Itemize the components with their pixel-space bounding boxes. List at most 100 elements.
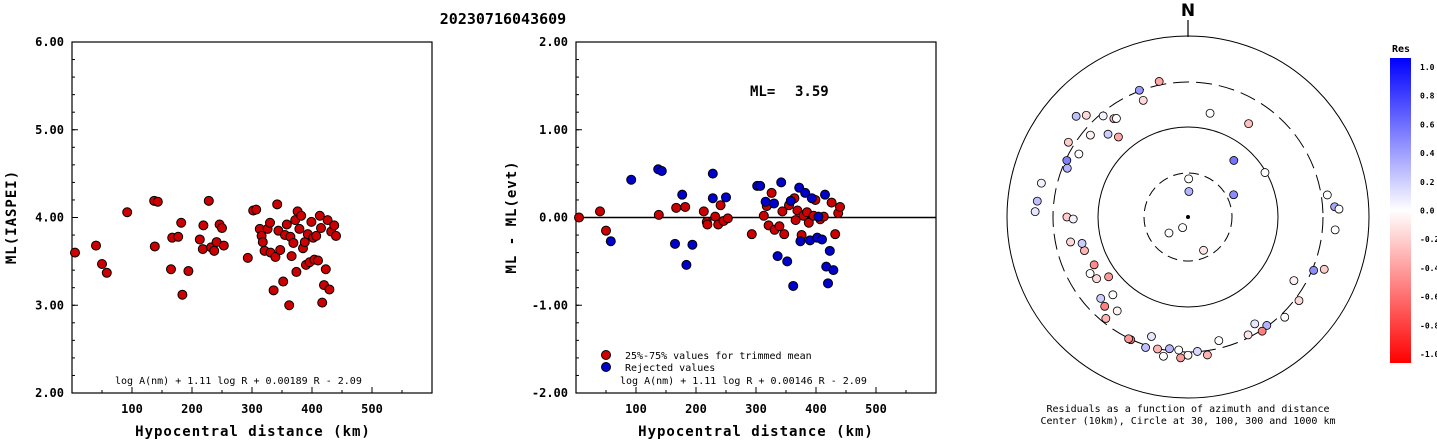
- y-tick-label: -2.00: [532, 386, 568, 400]
- colorbar-tick-label: 1.0: [1420, 63, 1435, 72]
- data-point: [270, 251, 281, 262]
- station-point: [1138, 95, 1148, 105]
- data-point: [721, 192, 731, 203]
- data-point: [795, 236, 806, 247]
- legend-marker-rejected: [601, 362, 611, 372]
- data-point: [197, 244, 208, 255]
- data-point: [272, 199, 283, 210]
- data-point: [203, 195, 214, 206]
- x-tick-label: 500: [361, 402, 383, 416]
- data-point: [122, 207, 133, 218]
- station-point: [1077, 239, 1087, 248]
- data-point: [324, 284, 335, 295]
- data-point: [317, 297, 328, 308]
- data-point: [101, 267, 112, 278]
- colorbar-tick-label: -1.0: [1420, 350, 1437, 359]
- data-point: [823, 278, 833, 289]
- data-point: [251, 204, 262, 215]
- data-point: [813, 211, 824, 222]
- station-point: [1062, 156, 1072, 165]
- data-point: [715, 200, 726, 211]
- data-point: [803, 217, 814, 228]
- event-ml-value: 3.59: [795, 84, 829, 100]
- station-point: [1104, 272, 1114, 282]
- data-point: [595, 206, 605, 217]
- legend-marker-trimmed: [601, 350, 611, 360]
- colorbar-tick-label: -0.2: [1420, 235, 1437, 244]
- data-point: [817, 234, 827, 245]
- ml-residual-panel: 100 200 300 400 500 -2.00 -1.00 0.00 1.00 2.00 ML…: [504, 35, 937, 440]
- data-point: [177, 289, 188, 300]
- ml-residual-points: [574, 164, 845, 291]
- data-point: [70, 247, 80, 258]
- station-point: [1183, 350, 1193, 360]
- data-point: [314, 210, 325, 221]
- station-point: [1257, 326, 1267, 336]
- data-point: [826, 197, 837, 208]
- data-point: [707, 193, 718, 204]
- x-tick-label: 300: [241, 402, 263, 416]
- data-point: [698, 206, 709, 217]
- data-point: [291, 266, 302, 277]
- data-point: [702, 219, 713, 230]
- data-point: [820, 189, 830, 200]
- data-point: [776, 177, 787, 188]
- y-tick-label: 6.00: [35, 35, 64, 49]
- data-point: [824, 245, 835, 256]
- ring-1000km: [1006, 35, 1370, 399]
- station-point: [1081, 110, 1091, 120]
- ml-residual-formula: log A(nm) + 1.11 log R + 0.00146 R - 2.0…: [620, 376, 867, 387]
- colorbar-tick-label: -0.8: [1420, 321, 1437, 330]
- ml-iaspei-panel: 100 200 300 400 500 2.00 3.00 4.00 5.00 6.00 log …: [4, 35, 433, 440]
- station-point: [1334, 204, 1344, 214]
- ml-residual-axes: 100 200 300 400 500 -2.00 -1.00 0.00 1.00 2.00: [532, 35, 907, 416]
- data-point: [772, 251, 783, 262]
- station-point: [1319, 264, 1329, 274]
- station-point: [1098, 111, 1108, 121]
- data-point: [830, 229, 841, 240]
- station-point: [1068, 214, 1078, 224]
- station-point: [1153, 344, 1162, 354]
- station-point: [1260, 168, 1270, 177]
- data-point: [680, 201, 691, 212]
- data-point: [626, 174, 637, 185]
- station-point: [1124, 334, 1134, 344]
- station-point: [1229, 156, 1239, 165]
- data-point: [218, 240, 229, 251]
- data-point: [166, 264, 176, 275]
- data-point: [281, 219, 292, 230]
- ml-residual-ylabel: ML - ML(evt): [504, 160, 520, 273]
- data-point: [687, 239, 698, 250]
- station-point: [1036, 178, 1046, 188]
- data-point: [785, 195, 796, 206]
- station-point: [1114, 132, 1123, 142]
- ml-iaspei-axes: 100 200 300 400 500 2.00 3.00 4.00 5.00 6.00: [35, 35, 403, 416]
- colorbar-tick-label: -0.4: [1420, 264, 1437, 273]
- station-point: [1229, 190, 1239, 200]
- y-tick-label: 3.00: [35, 298, 64, 312]
- data-point: [173, 231, 184, 242]
- colorbar-title: Res: [1392, 44, 1410, 55]
- station-point: [1165, 344, 1174, 354]
- data-point: [677, 189, 688, 200]
- station-point: [1108, 290, 1118, 300]
- station-point: [1063, 137, 1073, 147]
- station-point: [1112, 306, 1122, 316]
- data-point: [331, 230, 341, 241]
- data-point: [322, 215, 333, 226]
- data-point: [653, 209, 664, 220]
- data-point: [242, 252, 253, 263]
- station-point: [1280, 312, 1290, 322]
- data-point: [746, 229, 757, 240]
- station-point: [1262, 321, 1272, 330]
- ml-iaspei-points: [70, 195, 341, 311]
- x-tick-label: 500: [865, 402, 887, 416]
- station-point: [1112, 114, 1121, 123]
- data-point: [769, 198, 779, 209]
- station-point: [1205, 108, 1215, 118]
- x-tick-label: 200: [181, 402, 203, 416]
- station-residual-points: [1030, 77, 1344, 363]
- station-point: [1086, 130, 1095, 140]
- station-point: [1184, 187, 1194, 196]
